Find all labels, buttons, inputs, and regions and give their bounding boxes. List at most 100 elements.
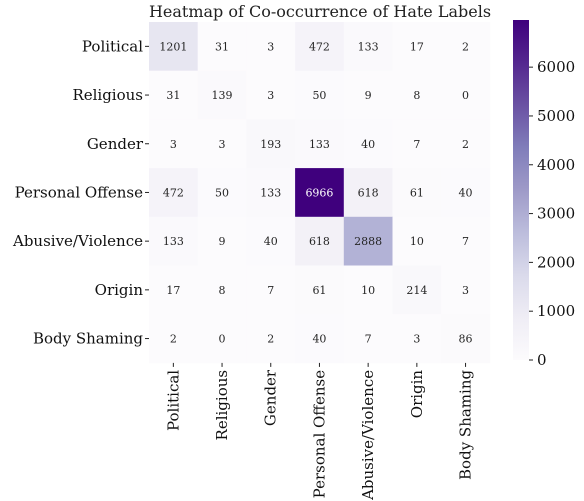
heatmap-cell <box>343 216 393 266</box>
heatmap-cell <box>149 314 199 364</box>
cell-value-label: 7 <box>462 235 469 248</box>
heatmap-cell <box>343 314 393 364</box>
cell-value-label: 2 <box>170 333 177 346</box>
row-label: Abusive/Violence <box>12 232 143 250</box>
cell-value-label: 0 <box>462 89 469 102</box>
row-label: Political <box>82 37 143 55</box>
column-labels: Political Religious Gender Personal Offense… <box>164 362 475 501</box>
cell-value-label: 7 <box>365 333 372 346</box>
heatmap-cell <box>149 265 199 315</box>
heatmap-cell <box>441 265 491 315</box>
heatmap-cell <box>197 265 247 315</box>
cell-value-label: 133 <box>358 40 379 53</box>
heatmap-cell <box>246 119 296 169</box>
heatmap-cell <box>246 216 296 266</box>
column-label: Origin <box>408 370 426 419</box>
cell-value-label: 2 <box>267 333 274 346</box>
heatmap-cell <box>392 22 442 72</box>
cell-value-label: 1201 <box>159 40 187 53</box>
colorbar-tick-label: 2000 <box>537 253 575 271</box>
heatmap-cell <box>246 168 296 218</box>
heatmap-cell <box>197 168 247 218</box>
cell-value-label: 3 <box>462 284 469 297</box>
cell-value-label: 40 <box>361 138 375 151</box>
heatmap-cell <box>343 70 393 120</box>
cell-value-label: 2888 <box>354 235 382 248</box>
cell-value-label: 50 <box>215 186 229 199</box>
colorbar: 0 1000 2000 3000 4000 5000 6000 <box>513 20 575 369</box>
cell-value-label: 40 <box>312 333 326 346</box>
row-label: Origin <box>95 281 144 299</box>
column-label: Religious <box>213 370 231 441</box>
heatmap-cell <box>197 70 247 120</box>
chart-title: Heatmap of Co-occurrence of Hate Labels <box>149 2 491 21</box>
cell-value-label: 472 <box>309 40 330 53</box>
cell-value-label: 7 <box>413 138 420 151</box>
heatmap-cell <box>246 22 296 72</box>
colorbar-tick-label: 5000 <box>537 107 575 125</box>
cell-value-label: 618 <box>358 186 379 199</box>
cell-value-label: 2 <box>462 40 469 53</box>
cell-value-label: 8 <box>413 89 420 102</box>
colorbar-gradient <box>513 20 529 360</box>
heatmap-cell <box>246 70 296 120</box>
heatmap-cell <box>392 119 442 169</box>
cell-value-label: 31 <box>215 40 229 53</box>
heatmap-cell <box>149 70 199 120</box>
row-label: Religious <box>72 86 143 104</box>
heatmap-cell <box>295 216 345 266</box>
cell-value-label: 40 <box>264 235 278 248</box>
heatmap-cell <box>149 22 199 72</box>
cell-value-label: 3 <box>219 138 226 151</box>
cell-value-label: 50 <box>312 89 326 102</box>
colorbar-tick-label: 6000 <box>537 58 575 76</box>
cell-value-label: 472 <box>163 186 184 199</box>
cell-value-label: 133 <box>260 186 281 199</box>
colorbar-tick-label: 3000 <box>537 205 575 223</box>
row-label: Personal Offense <box>15 183 144 201</box>
heatmap-cell <box>343 168 393 218</box>
column-label: Political <box>164 370 182 431</box>
cell-value-label: 133 <box>163 235 184 248</box>
heatmap-cell <box>246 314 296 364</box>
colorbar-tick-label: 1000 <box>537 302 575 320</box>
heatmap-cell <box>197 216 247 266</box>
cell-value-label: 3 <box>267 40 274 53</box>
row-label: Body Shaming <box>33 330 143 348</box>
heatmap-cell <box>392 265 442 315</box>
heatmap-cell <box>392 70 442 120</box>
heatmap-cell <box>441 119 491 169</box>
heatmap-cell <box>197 314 247 364</box>
row-label: Gender <box>87 135 144 153</box>
cell-value-label: 193 <box>260 138 281 151</box>
cell-value-label: 618 <box>309 235 330 248</box>
colorbar-tick-label: 4000 <box>537 156 575 174</box>
cell-value-label: 3 <box>170 138 177 151</box>
cell-value-label: 9 <box>219 235 226 248</box>
cell-value-label: 61 <box>410 186 424 199</box>
heatmap-cell <box>246 265 296 315</box>
cell-value-label: 86 <box>459 333 473 346</box>
cell-value-label: 0 <box>219 333 226 346</box>
cell-value-label: 3 <box>413 333 420 346</box>
row-labels: Political Religious Gender Personal Offense… <box>12 37 149 348</box>
heatmap-cell <box>441 216 491 266</box>
cell-value-label: 139 <box>212 89 233 102</box>
column-label: Abusive/Violence <box>359 370 377 501</box>
heatmap-cells: 1201 31 3 472 133 17 2 31 139 3 50 9 8 0 3 3 193 133 40 7 2 4… <box>149 22 491 364</box>
cell-value-label: 17 <box>410 40 424 53</box>
heatmap-cell <box>392 314 442 364</box>
heatmap-cell <box>392 168 442 218</box>
cell-value-label: 40 <box>459 186 473 199</box>
heatmap-cell <box>441 314 491 364</box>
cell-value-label: 7 <box>267 284 274 297</box>
column-label: Gender <box>262 369 280 426</box>
cell-value-label: 6966 <box>305 186 333 199</box>
heatmap-cell <box>149 216 199 266</box>
cell-value-label: 10 <box>361 284 375 297</box>
heatmap-cell <box>343 22 393 72</box>
heatmap-cell <box>441 168 491 218</box>
cell-value-label: 214 <box>406 284 427 297</box>
heatmap-cell <box>295 119 345 169</box>
heatmap-cell <box>295 22 345 72</box>
